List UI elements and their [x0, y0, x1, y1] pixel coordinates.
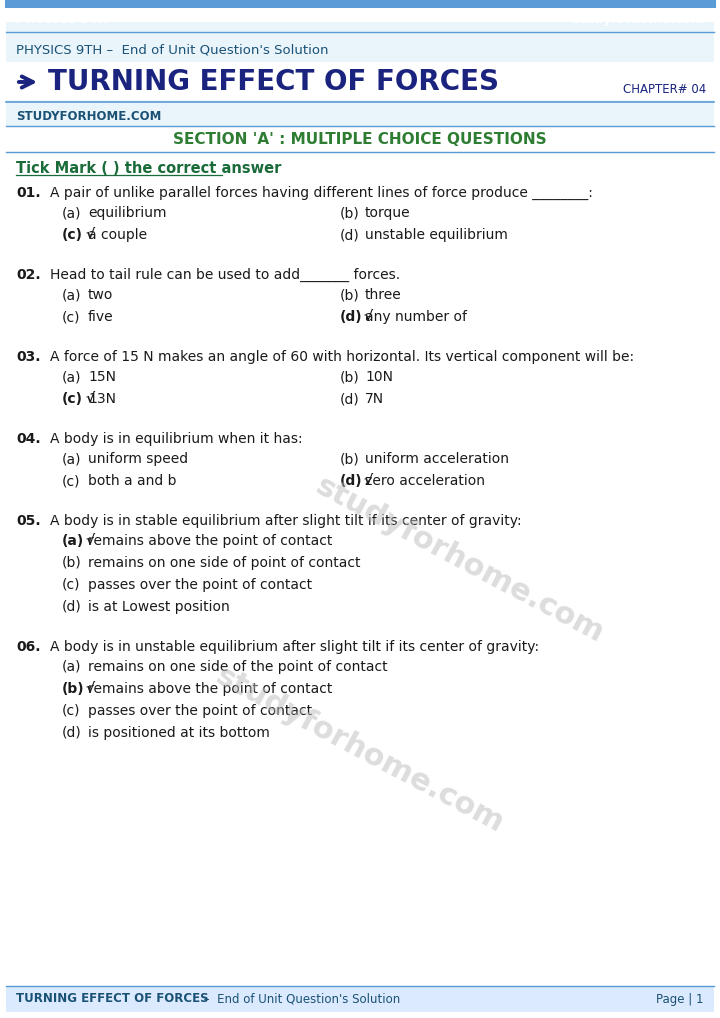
Text: 05.: 05.: [16, 514, 40, 528]
Text: 15N: 15N: [88, 370, 116, 384]
Text: PHYSICS 9TH: PHYSICS 9TH: [16, 12, 109, 25]
Text: (b): (b): [340, 452, 360, 466]
Text: A pair of unlike parallel forces having different lines of force produce _______: A pair of unlike parallel forces having …: [50, 186, 593, 201]
Text: (c): (c): [62, 474, 81, 488]
Text: (a): (a): [62, 534, 84, 548]
Text: any number of: any number of: [365, 310, 467, 324]
Text: Tick Mark ( ) the correct answer: Tick Mark ( ) the correct answer: [16, 161, 282, 175]
Text: both a and b: both a and b: [88, 474, 176, 488]
Bar: [6, 986, 714, 1012]
Text: (b): (b): [340, 370, 360, 384]
Text: (d): (d): [340, 228, 360, 242]
Text: STUDYFORHOME.COM: STUDYFORHOME.COM: [16, 110, 161, 122]
Text: is at Lowest position: is at Lowest position: [88, 600, 230, 614]
Text: (b): (b): [340, 206, 360, 220]
Text: (d): (d): [340, 392, 360, 406]
Text: (d): (d): [62, 726, 82, 740]
Text: A body is in equilibrium when it has:: A body is in equilibrium when it has:: [50, 432, 302, 446]
Text: unstable equilibrium: unstable equilibrium: [365, 228, 508, 242]
Text: TURNING EFFECT OF FORCES: TURNING EFFECT OF FORCES: [48, 68, 499, 96]
Text: remains on one side of point of contact: remains on one side of point of contact: [88, 556, 361, 570]
Text: (d): (d): [62, 600, 82, 614]
Text: (a): (a): [62, 288, 81, 302]
Text: (d): (d): [340, 474, 363, 488]
Text: passes over the point of contact: passes over the point of contact: [88, 704, 312, 718]
Text: (b): (b): [62, 556, 82, 570]
Text: (d): (d): [340, 310, 363, 324]
Text: –  End of Unit Question's Solution: – End of Unit Question's Solution: [200, 993, 400, 1006]
Text: studyforhome.com: studyforhome.com: [211, 662, 509, 839]
Text: A body is in unstable equilibrium after slight tilt if its center of gravity:: A body is in unstable equilibrium after …: [50, 640, 539, 654]
Text: 13N: 13N: [88, 392, 116, 406]
Text: √: √: [81, 228, 95, 242]
Text: 10N: 10N: [365, 370, 393, 384]
Text: (a): (a): [62, 452, 81, 466]
Text: remains above the point of contact: remains above the point of contact: [88, 682, 333, 696]
Text: a couple: a couple: [88, 228, 147, 242]
Text: remains on one side of the point of contact: remains on one side of the point of cont…: [88, 660, 387, 674]
Text: 03.: 03.: [16, 350, 40, 364]
Text: A body is in stable equilibrium after slight tilt if its center of gravity:: A body is in stable equilibrium after sl…: [50, 514, 521, 528]
Bar: [6, 22, 714, 62]
Text: (a): (a): [62, 370, 81, 384]
Text: 06.: 06.: [16, 640, 40, 654]
Text: uniform speed: uniform speed: [88, 452, 188, 466]
Text: (c): (c): [62, 228, 83, 242]
Text: (a): (a): [62, 660, 81, 674]
Text: uniform acceleration: uniform acceleration: [365, 452, 509, 466]
Text: (c): (c): [62, 310, 81, 324]
Text: studyforhome.com: studyforhome.com: [311, 471, 609, 648]
Text: (c): (c): [62, 392, 83, 406]
Text: torque: torque: [365, 206, 410, 220]
Text: zero acceleration: zero acceleration: [365, 474, 485, 488]
Text: CHAPTER# 04: CHAPTER# 04: [623, 83, 706, 96]
Bar: [6, 0, 714, 6]
Text: √: √: [81, 534, 95, 548]
Text: Page | 1: Page | 1: [657, 993, 704, 1006]
Bar: [6, 100, 714, 126]
Text: 04.: 04.: [16, 432, 40, 446]
Text: √: √: [359, 310, 373, 324]
Text: is positioned at its bottom: is positioned at its bottom: [88, 726, 270, 740]
Text: Head to tail rule can be used to add_______ forces.: Head to tail rule can be used to add____…: [50, 268, 400, 282]
Text: five: five: [88, 310, 114, 324]
Text: 7N: 7N: [365, 392, 384, 406]
Text: remains above the point of contact: remains above the point of contact: [88, 534, 333, 548]
Text: (c): (c): [62, 578, 81, 592]
Text: √: √: [81, 392, 95, 406]
Text: √: √: [359, 474, 373, 488]
Text: A force of 15 N makes an angle of 60 with horizontal. Its vertical component wil: A force of 15 N makes an angle of 60 wit…: [50, 350, 634, 364]
Text: (c): (c): [62, 704, 81, 718]
Text: 02.: 02.: [16, 268, 40, 282]
Text: three: three: [365, 288, 402, 302]
Text: studyforhome.com: studyforhome.com: [572, 12, 704, 25]
Text: (b): (b): [340, 288, 360, 302]
Text: (a): (a): [62, 206, 81, 220]
Text: PHYSICS 9TH –  End of Unit Question's Solution: PHYSICS 9TH – End of Unit Question's Sol…: [16, 44, 328, 57]
Text: TURNING EFFECT OF FORCES: TURNING EFFECT OF FORCES: [16, 993, 209, 1006]
Text: two: two: [88, 288, 113, 302]
Text: 01.: 01.: [16, 186, 40, 200]
Text: passes over the point of contact: passes over the point of contact: [88, 578, 312, 592]
Text: √: √: [81, 682, 95, 696]
Text: (b): (b): [62, 682, 85, 696]
Text: equilibrium: equilibrium: [88, 206, 166, 220]
Text: SECTION 'A' : MULTIPLE CHOICE QUESTIONS: SECTION 'A' : MULTIPLE CHOICE QUESTIONS: [174, 131, 546, 147]
